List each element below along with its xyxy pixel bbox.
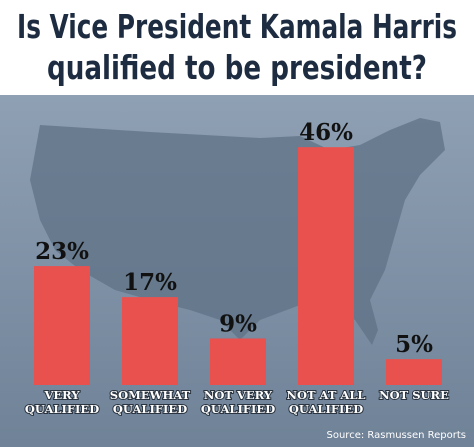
x-tick-label: VERY [43, 388, 80, 402]
x-tick-label: NOT VERY [204, 388, 273, 402]
x-tick-label: QUALIFIED [113, 402, 187, 416]
title-area [0, 0, 474, 95]
data-label: 23% [35, 238, 89, 265]
x-tick-label: NOT AT ALL [286, 388, 365, 402]
data-label: 17% [123, 269, 177, 296]
bar [298, 147, 354, 385]
bar [210, 338, 266, 385]
x-tick-label: SOMEWHAT [110, 388, 191, 402]
bar [386, 359, 442, 385]
chart-title: qualified to be president? [47, 48, 427, 87]
x-tick-label: QUALIFIED [201, 402, 275, 416]
chart-title: Is Vice President Kamala Harris [17, 7, 457, 46]
source: Source: Rasmussen Reports [327, 430, 467, 441]
data-label: 46% [299, 119, 353, 146]
bar [34, 266, 90, 385]
data-label: 9% [219, 310, 257, 337]
data-label: 5% [395, 331, 433, 358]
x-tick-label: NOT SURE [379, 388, 449, 402]
x-tick-label: QUALIFIED [289, 402, 363, 416]
bar [122, 297, 178, 385]
x-tick-label: QUALIFIED [25, 402, 99, 416]
